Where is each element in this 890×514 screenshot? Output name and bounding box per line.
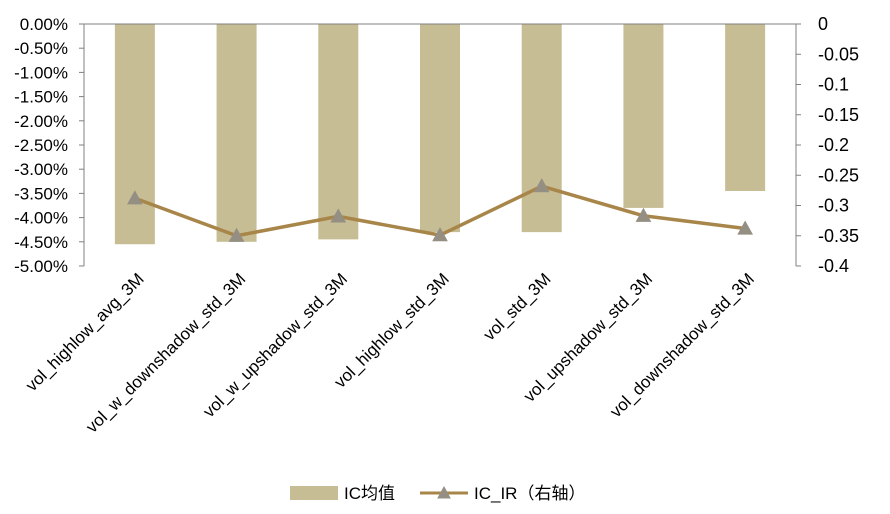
ic-ir-marker-6 (635, 207, 652, 222)
legend-label-ic-mean: IC均值 (344, 484, 395, 503)
bars-group (114, 24, 766, 245)
legend-swatch-ic-ir-marker (437, 485, 451, 499)
right-tick-label: -0.2 (818, 135, 849, 155)
left-tick-label: -4.50% (14, 233, 68, 252)
left-tick-label: -1.00% (14, 63, 68, 82)
left-tick-label: -3.00% (14, 160, 68, 179)
right-tick-label: -0.1 (818, 75, 849, 95)
ic-ir-marker-7 (737, 220, 753, 235)
bar-1 (114, 24, 155, 245)
left-tick-label: -3.50% (14, 184, 68, 203)
right-tick-label: -0.15 (818, 105, 859, 125)
bar-4 (420, 24, 460, 233)
legend: IC均值 IC_IR（右轴） (290, 484, 585, 503)
bar-2 (216, 24, 257, 242)
right-ticks-group: 0 -0.05 -0.1 -0.15 -0.2 -0.25 -0.3 -0.35 -0.4 (796, 14, 859, 276)
legend-swatch-ic-mean (290, 486, 338, 500)
left-tick-label: -1.50% (14, 88, 68, 107)
left-ticks-group: 0.00% -0.50% -1.00% -1.50% -2.00% -2.50% -3.00… (14, 15, 84, 276)
bar-7 (725, 24, 766, 191)
left-tick-label: -0.50% (14, 39, 68, 58)
ic-ir-marker-1 (127, 190, 143, 205)
category-label: vol_w_downshadow_std_3M (82, 269, 249, 436)
ic-ir-marker-3 (330, 208, 347, 223)
bar-3 (318, 24, 359, 240)
left-tick-label: 0.00% (20, 15, 68, 34)
right-tick-label: -0.05 (818, 44, 859, 64)
ic-ir-marker-5 (533, 178, 550, 193)
ic-ir-line-group (127, 178, 753, 242)
bar-5 (521, 24, 562, 233)
right-tick-label: -0.35 (818, 226, 859, 246)
category-labels-group: vol_highlow_avg_3Mvol_w_downshadow_std_3… (22, 269, 758, 436)
ic-ir-marker-4 (432, 227, 448, 242)
right-tick-label: -0.4 (818, 256, 849, 276)
ic-ir-marker-2 (228, 227, 245, 242)
left-tick-label: -2.50% (14, 136, 68, 155)
left-tick-label: -2.00% (14, 112, 68, 131)
left-tick-label: -5.00% (14, 257, 68, 276)
category-label: vol_std_3M (480, 269, 555, 344)
bar-6 (623, 24, 664, 208)
right-tick-label: 0 (818, 14, 828, 34)
left-tick-label: -4.00% (14, 209, 68, 228)
category-label: vol_highlow_std_3M (330, 269, 452, 391)
right-tick-label: -0.25 (818, 165, 859, 185)
legend-label-ic-ir: IC_IR（右轴） (474, 484, 585, 503)
right-tick-label: -0.3 (818, 196, 849, 216)
